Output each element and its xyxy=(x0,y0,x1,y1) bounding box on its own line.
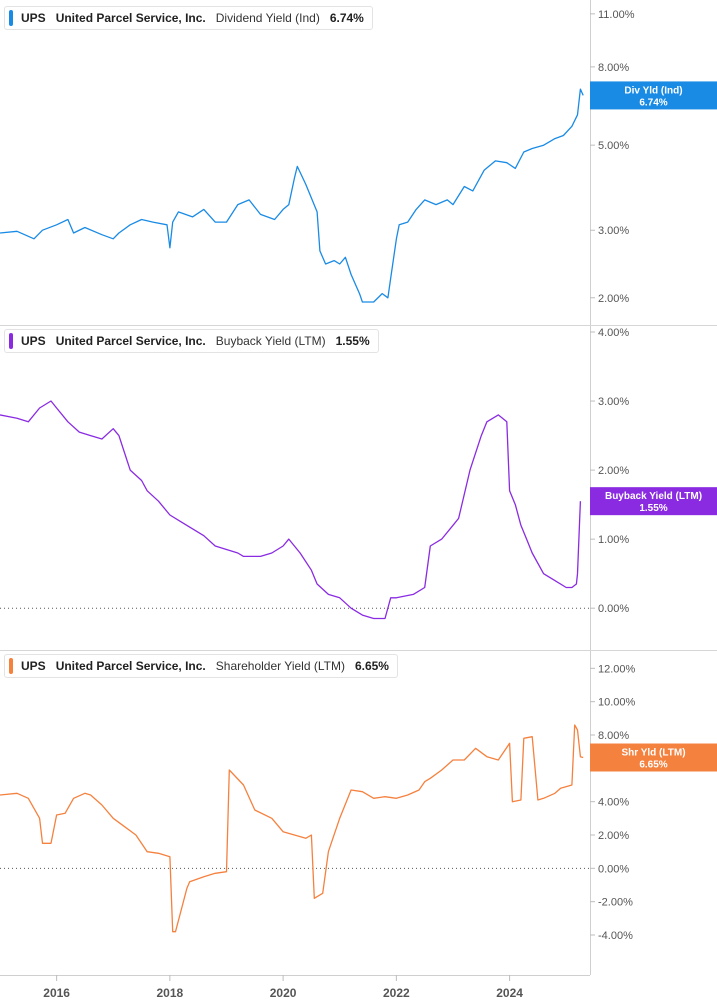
panel-label-dividend-yield: UPS United Parcel Service, Inc. Dividend… xyxy=(4,6,373,30)
y-tick-label: 10.00% xyxy=(598,697,636,709)
series-color-swatch xyxy=(9,658,13,674)
series-line-2 xyxy=(0,400,582,620)
current-value: 6.74% xyxy=(329,11,364,25)
x-tick-label: 2024 xyxy=(496,986,523,1000)
company-name: United Parcel Service, Inc. xyxy=(55,659,206,673)
y-tick-label: 0.00% xyxy=(598,603,629,615)
series-color-swatch xyxy=(9,333,13,349)
ticker-symbol: UPS xyxy=(21,11,46,25)
company-name: United Parcel Service, Inc. xyxy=(55,334,206,348)
metric-name: Buyback Yield (LTM) xyxy=(215,334,326,348)
y-tick-label: 2.00% xyxy=(598,465,629,477)
x-tick-label: 2022 xyxy=(383,986,410,1000)
y-tick-label: 2.00% xyxy=(598,293,629,305)
current-value: 6.65% xyxy=(354,659,389,673)
y-tick-label: 3.00% xyxy=(598,396,629,408)
y-tick-label: 8.00% xyxy=(598,730,629,742)
y-tick-label: 3.00% xyxy=(598,225,629,237)
value-tag-value: 6.74% xyxy=(639,97,667,108)
y-tick-label: -4.00% xyxy=(598,930,633,942)
series-line-3 xyxy=(0,724,584,933)
y-tick-label: 11.00% xyxy=(598,9,635,21)
value-tag-label: Shr Yld (LTM) xyxy=(621,748,685,759)
value-tag-label: Div Yld (Ind) xyxy=(624,85,682,96)
ticker-symbol: UPS xyxy=(21,334,46,348)
x-tick-label: 2020 xyxy=(270,986,297,1000)
company-name: United Parcel Service, Inc. xyxy=(55,11,206,25)
y-tick-label: 5.00% xyxy=(598,140,629,152)
ticker-symbol: UPS xyxy=(21,659,46,673)
series-line-1 xyxy=(0,88,584,303)
y-tick-label: -2.00% xyxy=(598,897,633,909)
y-tick-label: 1.00% xyxy=(598,534,629,546)
y-tick-label: 12.00% xyxy=(598,663,636,675)
value-tag-value: 1.55% xyxy=(639,503,667,514)
y-tick-label: 4.00% xyxy=(598,797,629,809)
y-tick-label: 2.00% xyxy=(598,830,629,842)
value-tag-box xyxy=(590,81,717,110)
value-tag-box xyxy=(590,487,717,516)
current-value: 1.55% xyxy=(335,334,370,348)
x-tick-label: 2018 xyxy=(157,986,184,1000)
value-tag-label: Buyback Yield (LTM) xyxy=(605,491,702,502)
panel-label-shareholder-yield: UPS United Parcel Service, Inc. Sharehol… xyxy=(4,654,398,678)
metric-name: Dividend Yield (Ind) xyxy=(215,11,320,25)
value-tag-box xyxy=(590,743,717,772)
y-tick-label: 4.00% xyxy=(598,327,629,339)
y-tick-label: 8.00% xyxy=(598,62,629,74)
metric-name: Shareholder Yield (LTM) xyxy=(215,659,345,673)
x-tick-label: 2016 xyxy=(43,986,70,1000)
panel-label-buyback-yield: UPS United Parcel Service, Inc. Buyback … xyxy=(4,329,379,353)
series-color-swatch xyxy=(9,10,13,26)
y-tick-label: 0.00% xyxy=(598,863,629,875)
value-tag-value: 6.65% xyxy=(639,760,667,771)
